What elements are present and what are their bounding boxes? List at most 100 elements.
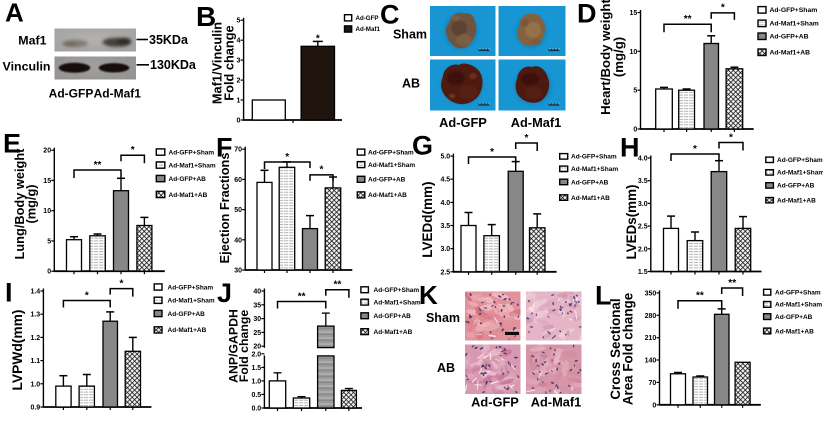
svg-text:10: 10 [43,208,51,215]
svg-text:0.5: 0.5 [251,392,261,399]
svg-text:Ad-Maf1+Sham: Ad-Maf1+Sham [368,162,415,169]
svg-text:Ad-Maf1: Ad-Maf1 [356,26,381,33]
svg-text:L: L [595,280,612,310]
svg-text:2.0: 2.0 [638,246,648,253]
svg-text:Ad-GFP+Sham: Ad-GFP+Sham [777,157,823,164]
svg-text:0: 0 [652,402,656,409]
svg-text:A: A [5,0,24,28]
svg-text:Ad-GFP+AB: Ad-GFP+AB [168,311,206,318]
svg-text:25: 25 [253,330,261,337]
svg-text:3: 3 [236,58,240,65]
svg-text:1: 1 [236,98,240,105]
svg-text:*: * [693,144,697,155]
svg-text:Ad-Maf1+AB: Ad-Maf1+AB [169,192,208,199]
svg-text:Fold change: Fold change [237,310,251,383]
svg-text:1.5: 1.5 [638,269,648,276]
svg-text:H: H [620,132,640,162]
svg-text:3.0: 3.0 [440,246,450,253]
svg-text:Ad-GFP+AB: Ad-GFP+AB [770,34,809,41]
svg-text:Sham: Sham [393,28,427,42]
svg-text:0.0: 0.0 [251,406,261,413]
svg-text:1.3: 1.3 [30,312,40,319]
svg-text:Ad-Maf1: Ad-Maf1 [94,86,142,100]
svg-text:1.2: 1.2 [30,335,40,342]
svg-text:140: 140 [645,358,657,365]
svg-text:C: C [380,0,400,29]
svg-text:*: * [85,290,89,301]
svg-text:B: B [196,1,216,32]
svg-text:0.9: 0.9 [30,405,40,412]
svg-text:4: 4 [236,38,240,45]
svg-text:5: 5 [47,239,51,246]
svg-text:LVEDd(mm): LVEDd(mm) [420,181,435,257]
svg-text:Cross Sectional: Cross Sectional [608,298,623,399]
svg-text:0: 0 [47,269,51,276]
svg-text:Vinculin: Vinculin [3,59,51,73]
svg-text:LVEDs(mm): LVEDs(mm) [624,185,639,260]
svg-text:**: ** [696,291,704,302]
svg-text:Ad-GFP+AB: Ad-GFP+AB [374,313,412,320]
svg-text:1.0: 1.0 [30,381,40,388]
svg-text:Ad-Maf1+AB: Ad-Maf1+AB [777,198,816,205]
svg-text:50: 50 [234,207,242,214]
svg-text:5.0: 5.0 [440,154,450,161]
svg-text:4.0: 4.0 [638,156,648,163]
svg-text:Ad-Maf1+Sham: Ad-Maf1+Sham [770,21,819,28]
svg-text:*: * [729,132,733,143]
svg-text:**: ** [334,280,342,291]
svg-text:Ad-GFP+Sham: Ad-GFP+Sham [571,154,617,161]
svg-text:2.5: 2.5 [440,269,450,276]
svg-text:Ad-GFP+AB: Ad-GFP+AB [169,176,207,183]
svg-text:Ad-Maf1+Sham: Ad-Maf1+Sham [775,302,822,309]
svg-text:Sham: Sham [426,311,460,325]
svg-text:20: 20 [43,148,51,155]
svg-text:*: * [721,3,725,14]
svg-text:Ad-GFP+AB: Ad-GFP+AB [777,183,815,190]
svg-text:Ad-Maf1+AB: Ad-Maf1+AB [368,192,407,199]
svg-text:2.0: 2.0 [251,351,261,358]
svg-text:1.4: 1.4 [30,289,40,296]
svg-text:*: * [490,147,494,158]
svg-text:Ad-GFP+Sham: Ad-GFP+Sham [169,149,215,156]
svg-text:Ad-GFP+Sham: Ad-GFP+Sham [775,290,821,297]
svg-text:F: F [216,132,233,162]
svg-text:I: I [5,277,13,307]
svg-text:Ad-Maf1+AB: Ad-Maf1+AB [168,327,207,334]
svg-text:2: 2 [236,78,240,85]
svg-text:15: 15 [43,178,51,185]
svg-text:30: 30 [253,316,261,323]
svg-text:40: 40 [234,237,242,244]
svg-text:1.5: 1.5 [251,365,261,372]
svg-text:130KDa: 130KDa [150,58,197,72]
svg-text:*: * [285,152,289,163]
svg-text:35KDa: 35KDa [149,33,189,47]
svg-text:35: 35 [253,302,261,309]
svg-text:J: J [217,278,232,308]
svg-text:Ad-GFP+AB: Ad-GFP+AB [571,179,609,186]
svg-text:(mg/g): (mg/g) [611,37,626,77]
svg-text:70: 70 [649,380,657,387]
svg-text:Ad-Maf1: Ad-Maf1 [511,115,561,130]
svg-text:**: ** [684,14,692,25]
svg-text:Ad-GFP+AB: Ad-GFP+AB [775,314,813,321]
svg-text:Ad-GFP+Sham: Ad-GFP+Sham [374,287,420,294]
svg-text:Ad-Maf1+AB: Ad-Maf1+AB [775,328,814,335]
svg-text:K: K [419,280,438,310]
svg-text:1.0: 1.0 [251,378,261,385]
svg-text:Lung/Body weight: Lung/Body weight [12,148,27,260]
svg-text:**: ** [94,160,102,171]
svg-text:Ad-Maf1+AB: Ad-Maf1+AB [374,329,413,336]
svg-text:20: 20 [253,344,261,351]
svg-text:3.5: 3.5 [638,178,648,185]
svg-text:Ad-GFP: Ad-GFP [49,86,94,100]
svg-text:*: * [525,133,529,144]
svg-text:30: 30 [234,268,242,275]
svg-text:*: * [120,278,124,289]
svg-text:10: 10 [630,49,638,56]
svg-text:350: 350 [645,290,657,297]
svg-text:*: * [316,34,320,45]
svg-text:Ad-Maf1+AB: Ad-Maf1+AB [571,195,610,202]
svg-text:**: ** [298,291,306,302]
svg-text:E: E [3,128,21,158]
svg-text:(mg/g): (mg/g) [23,184,38,223]
